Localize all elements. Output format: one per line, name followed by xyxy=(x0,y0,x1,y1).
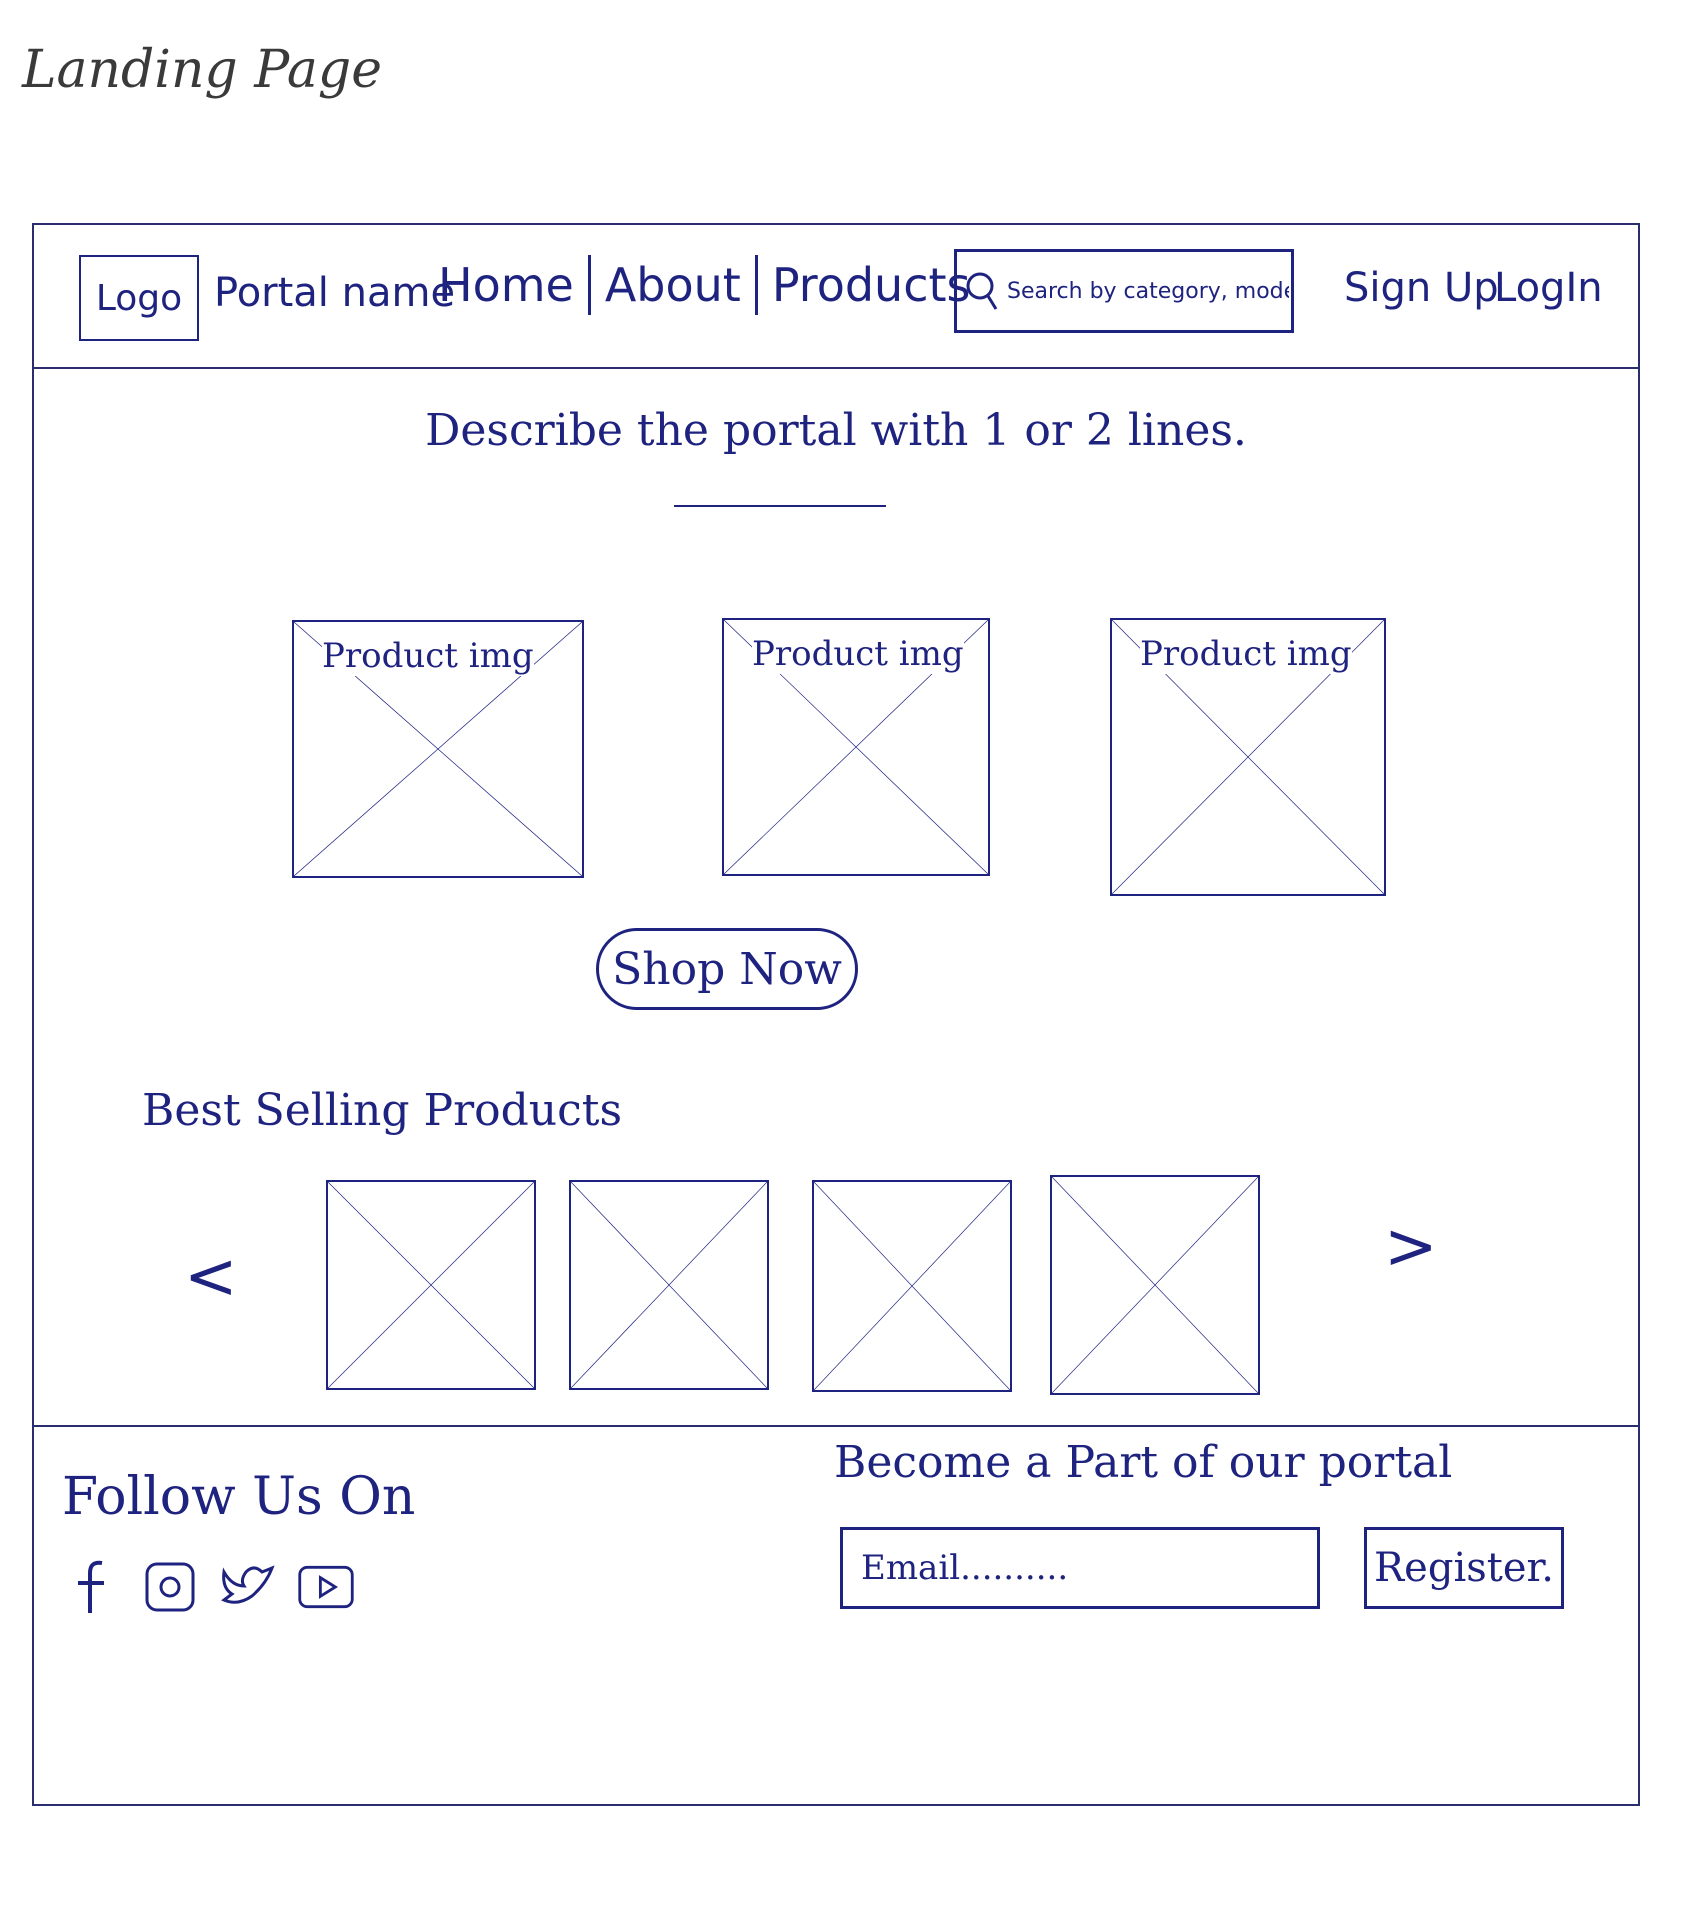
logo[interactable]: Logo xyxy=(79,255,199,341)
image-placeholder-icon xyxy=(328,1182,534,1388)
instagram-icon[interactable] xyxy=(140,1557,200,1617)
nav-divider xyxy=(587,255,591,315)
landing-page-frame: Logo Portal name Home About Products Sig… xyxy=(32,223,1640,1806)
hero-product-image-1[interactable]: Product img xyxy=(292,620,584,878)
best-selling-item-1[interactable] xyxy=(326,1180,536,1390)
footer: Follow Us On xyxy=(34,1425,1638,1806)
image-placeholder-icon xyxy=(571,1182,767,1388)
twitter-icon[interactable] xyxy=(218,1557,278,1617)
nav-about[interactable]: About xyxy=(604,258,741,312)
social-links xyxy=(62,1557,356,1617)
facebook-icon[interactable] xyxy=(62,1557,122,1617)
best-selling-title: Best Selling Products xyxy=(142,1085,623,1136)
search-input[interactable] xyxy=(1005,277,1291,305)
signup-link[interactable]: Sign Up xyxy=(1344,265,1499,311)
hero-product-image-3[interactable]: Product img xyxy=(1110,618,1386,896)
nav-products[interactable]: Products xyxy=(771,258,971,312)
main-nav: Home About Products xyxy=(424,255,984,315)
best-selling-item-4[interactable] xyxy=(1050,1175,1260,1395)
nav-home[interactable]: Home xyxy=(438,258,574,312)
image-placeholder-icon xyxy=(1052,1177,1258,1393)
portal-name: Portal name xyxy=(214,270,456,316)
shop-now-button[interactable]: Shop Now xyxy=(596,928,858,1010)
product-image-label: Product img xyxy=(752,634,964,674)
best-selling-item-3[interactable] xyxy=(812,1180,1012,1392)
best-selling-item-2[interactable] xyxy=(569,1180,769,1390)
search-icon xyxy=(966,272,998,310)
image-placeholder-icon xyxy=(814,1182,1010,1390)
tagline: Describe the portal with 1 or 2 lines. xyxy=(425,405,1247,456)
youtube-icon[interactable] xyxy=(296,1557,356,1617)
signup-title: Become a Part of our portal xyxy=(834,1437,1453,1488)
product-image-label: Product img xyxy=(322,636,534,676)
follow-us-title: Follow Us On xyxy=(62,1467,416,1527)
header: Logo Portal name Home About Products Sig… xyxy=(34,225,1638,369)
tagline-underline xyxy=(674,505,886,507)
carousel-prev-button[interactable]: < xyxy=(184,1240,238,1314)
carousel-next-button[interactable]: > xyxy=(1384,1210,1438,1284)
hero-product-image-2[interactable]: Product img xyxy=(722,618,990,876)
product-image-label: Product img xyxy=(1140,634,1352,674)
search-box[interactable] xyxy=(954,249,1294,333)
page-title: Landing Page xyxy=(22,40,382,100)
register-button[interactable]: Register. xyxy=(1364,1527,1564,1609)
nav-divider xyxy=(754,255,758,315)
login-link[interactable]: LogIn xyxy=(1494,265,1603,311)
email-field[interactable] xyxy=(840,1527,1320,1609)
